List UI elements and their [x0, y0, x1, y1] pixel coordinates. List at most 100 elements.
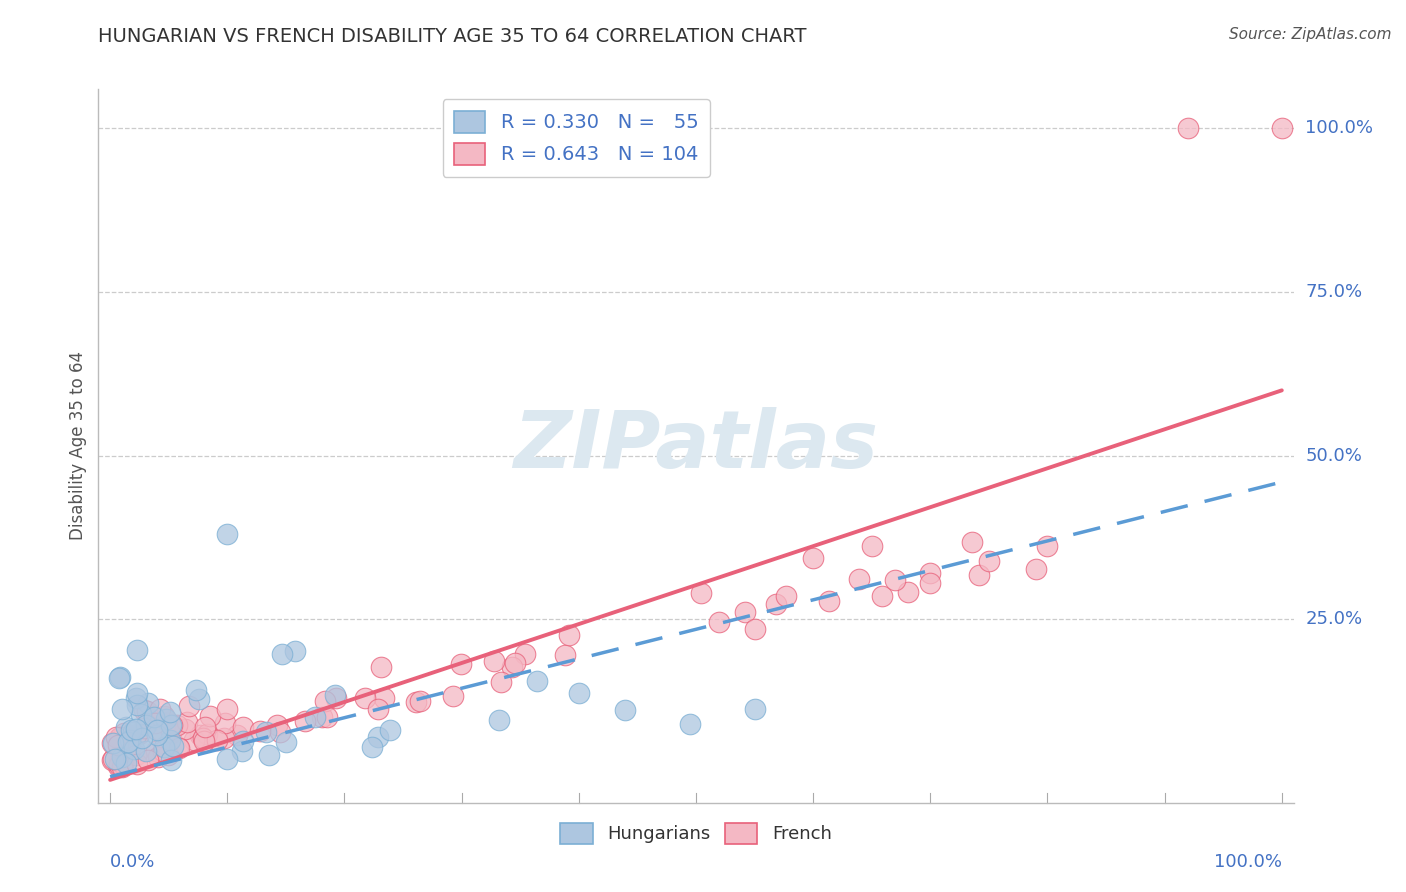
Point	[194, 720, 217, 734]
Point	[156, 715, 179, 730]
Point	[325, 691, 347, 706]
Point	[160, 726, 183, 740]
Text: 100.0%: 100.0%	[1213, 853, 1282, 871]
Point	[122, 724, 145, 739]
Point	[159, 718, 181, 732]
Point	[212, 731, 235, 745]
Point	[108, 671, 131, 685]
Point	[117, 734, 139, 748]
Point	[152, 744, 174, 758]
Point	[409, 694, 432, 708]
Text: ZIPatlas: ZIPatlas	[513, 407, 879, 485]
Point	[111, 757, 134, 772]
Point	[136, 704, 159, 718]
Point	[111, 751, 134, 765]
Point	[271, 647, 294, 661]
Point	[191, 731, 214, 746]
Legend: Hungarians, French: Hungarians, French	[553, 815, 839, 851]
Point	[108, 757, 131, 772]
Point	[146, 723, 169, 737]
Point	[484, 654, 506, 668]
Point	[284, 644, 307, 658]
Point	[115, 756, 138, 770]
Point	[613, 703, 636, 717]
Point	[125, 691, 148, 706]
Point	[132, 721, 155, 735]
Point	[232, 720, 254, 734]
Point	[977, 554, 1000, 568]
Text: Source: ZipAtlas.com: Source: ZipAtlas.com	[1229, 27, 1392, 42]
Point	[143, 715, 166, 730]
Point	[848, 572, 870, 586]
Point	[120, 741, 142, 756]
Point	[967, 568, 990, 582]
Point	[568, 685, 591, 699]
Point	[200, 708, 222, 723]
Point	[503, 656, 526, 670]
Point	[104, 752, 127, 766]
Point	[112, 757, 135, 772]
Point	[160, 754, 183, 768]
Point	[515, 647, 537, 661]
Point	[120, 723, 142, 738]
Point	[146, 749, 169, 764]
Point	[257, 748, 280, 763]
Point	[101, 752, 124, 766]
Point	[315, 710, 337, 724]
Point	[450, 657, 472, 672]
Text: 0.0%: 0.0%	[110, 853, 156, 871]
Point	[354, 690, 377, 705]
Point	[115, 734, 138, 748]
Point	[188, 727, 211, 741]
Point	[304, 710, 326, 724]
Point	[174, 723, 197, 737]
Point	[177, 698, 200, 713]
Point	[146, 728, 169, 742]
Point	[897, 584, 920, 599]
Point	[920, 575, 942, 590]
Point	[162, 739, 184, 753]
Point	[217, 527, 239, 541]
Point	[108, 730, 131, 744]
Point	[101, 736, 124, 750]
Point	[1036, 539, 1059, 553]
Point	[373, 691, 395, 706]
Point	[734, 605, 756, 619]
Point	[367, 730, 389, 744]
Point	[801, 550, 824, 565]
Point	[108, 753, 131, 767]
Point	[125, 722, 148, 736]
Point	[187, 692, 209, 706]
Point	[118, 732, 141, 747]
Point	[135, 717, 157, 731]
Point	[231, 744, 253, 758]
Point	[153, 708, 176, 723]
Point	[217, 752, 239, 766]
Point	[205, 733, 228, 747]
Point	[107, 759, 129, 773]
Point	[314, 694, 336, 708]
Point	[367, 702, 389, 716]
Point	[176, 714, 198, 729]
Point	[160, 718, 183, 732]
Point	[115, 720, 138, 734]
Point	[107, 731, 129, 746]
Point	[215, 701, 238, 715]
Point	[249, 724, 271, 739]
Text: 75.0%: 75.0%	[1306, 283, 1362, 301]
Point	[884, 573, 907, 587]
Point	[143, 709, 166, 723]
Point	[254, 724, 277, 739]
Point	[276, 735, 298, 749]
Point	[153, 740, 176, 755]
Point	[111, 750, 134, 764]
Point	[111, 702, 134, 716]
Text: 100.0%: 100.0%	[1306, 120, 1374, 137]
Point	[105, 730, 128, 744]
Point	[960, 535, 983, 549]
Point	[214, 715, 236, 730]
Point	[311, 710, 333, 724]
Point	[1177, 121, 1199, 136]
Point	[232, 734, 254, 748]
Point	[193, 734, 215, 748]
